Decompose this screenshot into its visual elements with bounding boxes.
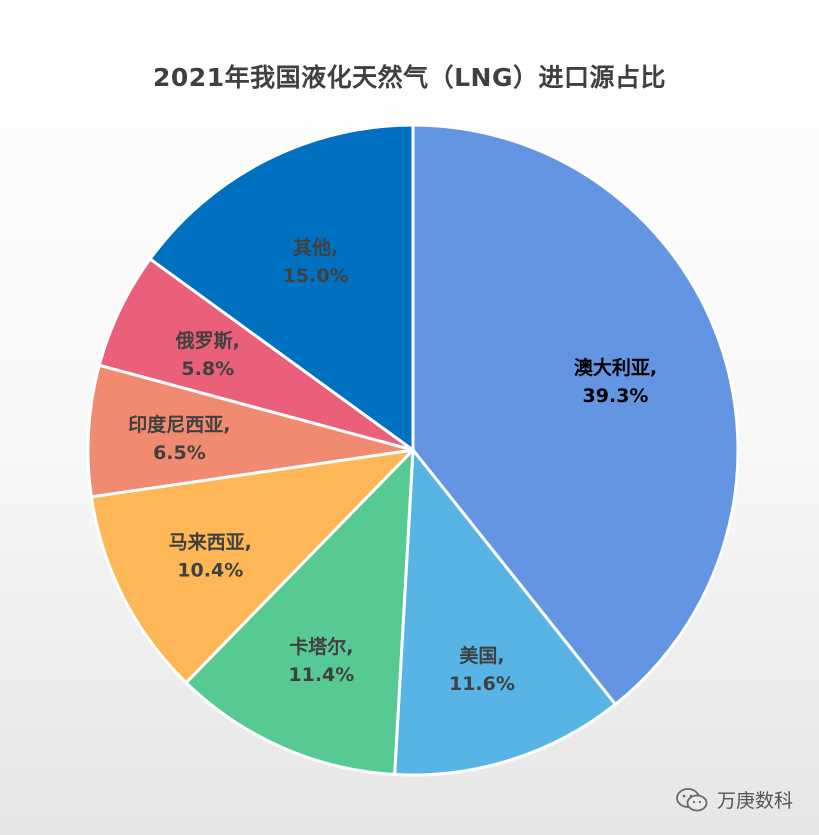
slice-label-value: 11.6% <box>449 673 515 695</box>
slice-label-value: 10.4% <box>177 559 243 581</box>
slice-label-name: 美国, <box>459 644 504 667</box>
slice-label-name: 其他, <box>293 236 338 259</box>
slice-label-1: 澳大利亚, 39.3% <box>574 356 657 407</box>
pie-slice-3 <box>184 448 415 776</box>
pie-slice-2 <box>393 448 617 777</box>
slice-label-value: 15.0% <box>283 265 349 287</box>
slice-label-name: 卡塔尔, <box>289 635 353 658</box>
slice-label-2: 美国, 11.6% <box>449 644 515 695</box>
pie-slice-7 <box>148 123 415 452</box>
slice-label-name: 澳大利亚, <box>574 356 657 379</box>
slice-label-7: 其他, 15.0% <box>283 236 349 287</box>
slice-label-3: 卡塔尔, 11.4% <box>288 635 354 686</box>
slice-label-value: 39.3% <box>583 385 649 407</box>
slice-label-name: 俄罗斯, <box>175 329 240 352</box>
slice-label-5: 印度尼西亚, 6.5% <box>128 413 230 464</box>
pie-slice-4 <box>89 448 415 685</box>
pie-labels: 澳大利亚, 39.3% 美国, 11.6% 卡塔尔, 11.4% 马来西亚, 10.4% 印度尼… <box>128 236 657 695</box>
slice-label-value: 11.4% <box>288 664 354 686</box>
pie-slice-5 <box>86 363 415 499</box>
watermark: 万庚数科 <box>675 786 793 813</box>
slice-label-value: 6.5% <box>153 442 206 464</box>
slice-label-6: 俄罗斯, 5.8% <box>175 329 240 380</box>
slice-label-4: 马来西亚, 10.4% <box>169 531 252 581</box>
slice-label-name: 印度尼西亚, <box>128 413 230 436</box>
chart-title: 2021年我国液化天然气（LNG）进口源占比 <box>153 63 666 92</box>
pie-slices <box>86 123 740 777</box>
slice-label-name: 马来西亚, <box>169 531 252 553</box>
pie-slice-1 <box>411 123 740 706</box>
wechat-icon <box>676 787 708 811</box>
watermark-text: 万庚数科 <box>716 790 793 812</box>
slice-label-value: 5.8% <box>181 358 234 380</box>
